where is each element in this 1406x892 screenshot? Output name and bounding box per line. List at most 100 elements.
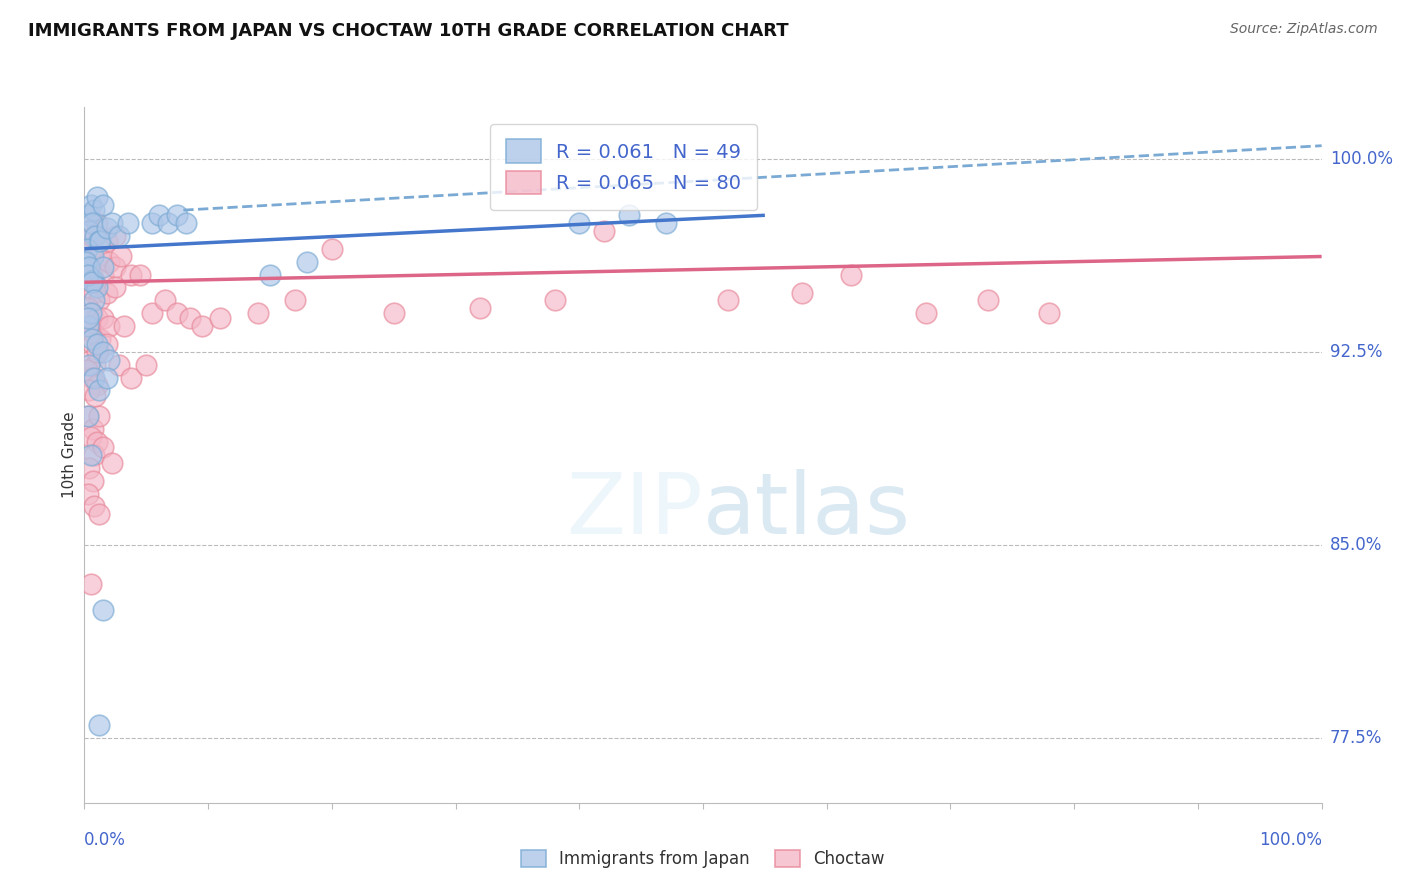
Point xyxy=(82,337,104,351)
Text: atlas: atlas xyxy=(703,469,911,552)
Text: IMMIGRANTS FROM JAPAN VS CHOCTAW 10TH GRADE CORRELATION CHART: IMMIGRANTS FROM JAPAN VS CHOCTAW 10TH GR… xyxy=(28,22,789,40)
Point xyxy=(284,293,307,308)
Point xyxy=(259,268,281,282)
Point xyxy=(83,448,105,462)
Point xyxy=(86,344,108,359)
Point xyxy=(96,285,118,300)
Point xyxy=(79,319,101,334)
Point xyxy=(83,370,105,384)
Point xyxy=(321,242,343,256)
Point xyxy=(120,370,142,384)
Point xyxy=(79,460,101,475)
Point xyxy=(104,260,127,274)
Point xyxy=(89,234,111,248)
Point xyxy=(82,228,104,243)
Point xyxy=(82,422,104,436)
Point xyxy=(79,208,101,222)
Point xyxy=(91,344,114,359)
Point xyxy=(96,370,118,384)
Point xyxy=(470,301,492,315)
Point xyxy=(79,242,101,256)
Point xyxy=(86,190,108,204)
Point xyxy=(110,250,132,264)
Point xyxy=(79,280,101,294)
Point xyxy=(79,358,101,372)
Point xyxy=(96,221,118,235)
Point xyxy=(191,319,214,334)
Point xyxy=(86,216,108,230)
Point xyxy=(89,293,111,308)
Point xyxy=(89,332,111,346)
Point xyxy=(86,280,108,294)
Point xyxy=(79,319,101,334)
Legend: Immigrants from Japan, Choctaw: Immigrants from Japan, Choctaw xyxy=(515,843,891,875)
Point xyxy=(79,306,101,320)
Point xyxy=(82,273,104,287)
Point xyxy=(382,306,405,320)
Point xyxy=(108,358,131,372)
Point xyxy=(77,268,100,282)
Point xyxy=(89,234,111,248)
Point xyxy=(84,358,107,372)
Point xyxy=(593,224,616,238)
Point xyxy=(91,311,114,326)
Point xyxy=(914,306,936,320)
Point xyxy=(84,228,107,243)
Point xyxy=(83,285,105,300)
Point xyxy=(91,440,114,454)
Text: 100.0%: 100.0% xyxy=(1330,150,1393,168)
Point xyxy=(157,216,180,230)
Text: 0.0%: 0.0% xyxy=(84,830,127,848)
Point xyxy=(153,293,176,308)
Text: 77.5%: 77.5% xyxy=(1330,730,1382,747)
Point xyxy=(89,718,111,732)
Point xyxy=(717,293,740,308)
Point xyxy=(179,311,201,326)
Point xyxy=(120,268,142,282)
Point xyxy=(82,474,104,488)
Point xyxy=(100,216,122,230)
Point xyxy=(841,268,863,282)
Y-axis label: 10th Grade: 10th Grade xyxy=(62,411,77,499)
Point xyxy=(1038,306,1060,320)
Point xyxy=(91,268,114,282)
Point xyxy=(86,337,108,351)
Point xyxy=(98,352,121,367)
Point xyxy=(77,486,100,500)
Point xyxy=(129,268,152,282)
Point xyxy=(86,311,108,326)
Point xyxy=(166,306,188,320)
Point xyxy=(86,378,108,392)
Point xyxy=(80,216,103,230)
Point xyxy=(75,254,97,268)
Text: 92.5%: 92.5% xyxy=(1330,343,1382,361)
Point xyxy=(79,198,101,212)
Point xyxy=(100,456,122,470)
Point xyxy=(98,254,121,268)
Point xyxy=(89,507,111,521)
Point xyxy=(77,301,100,315)
Point xyxy=(91,602,114,616)
Point xyxy=(87,344,110,359)
Point xyxy=(83,326,105,341)
Text: Source: ZipAtlas.com: Source: ZipAtlas.com xyxy=(1230,22,1378,37)
Point xyxy=(79,260,101,274)
Text: ZIP: ZIP xyxy=(567,469,703,552)
Point xyxy=(79,384,101,398)
Point xyxy=(82,250,104,264)
Point xyxy=(83,293,105,308)
Point xyxy=(617,208,640,222)
Point xyxy=(141,216,163,230)
Point xyxy=(84,389,107,403)
Point xyxy=(83,500,105,514)
Point xyxy=(80,228,103,243)
Point xyxy=(166,208,188,222)
Point xyxy=(174,216,197,230)
Point xyxy=(104,228,127,243)
Point xyxy=(79,352,101,367)
Point xyxy=(77,319,100,334)
Point xyxy=(790,285,813,300)
Point xyxy=(77,208,100,222)
Point xyxy=(148,208,170,222)
Point xyxy=(76,242,98,256)
